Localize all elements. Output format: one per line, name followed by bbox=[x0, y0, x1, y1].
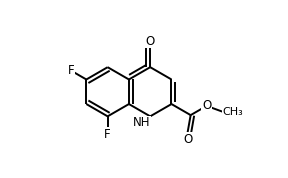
Text: O: O bbox=[183, 133, 192, 146]
Text: F: F bbox=[68, 64, 74, 77]
Text: F: F bbox=[104, 128, 111, 141]
Text: NH: NH bbox=[133, 116, 150, 129]
Text: O: O bbox=[202, 99, 211, 112]
Text: CH₃: CH₃ bbox=[222, 107, 243, 117]
Text: O: O bbox=[145, 35, 155, 48]
